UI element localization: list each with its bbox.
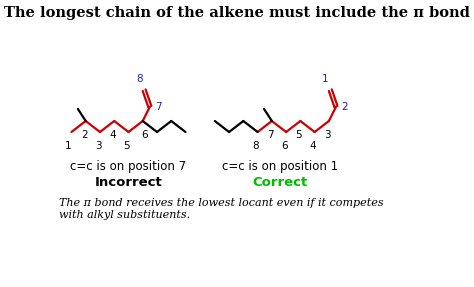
Text: 2: 2: [341, 102, 347, 112]
Text: The π bond receives the lowest locant even if it competes
with alkyl substituent: The π bond receives the lowest locant ev…: [59, 198, 383, 220]
Text: 6: 6: [281, 141, 288, 151]
Text: 5: 5: [295, 130, 302, 140]
Text: 3: 3: [95, 141, 102, 151]
Text: 8: 8: [253, 141, 259, 151]
Text: c=c is on position 1: c=c is on position 1: [222, 160, 338, 173]
Text: c=c is on position 7: c=c is on position 7: [71, 160, 187, 173]
Text: 3: 3: [324, 130, 331, 140]
Text: 4: 4: [109, 130, 116, 140]
Text: 6: 6: [141, 130, 147, 140]
Text: 7: 7: [267, 130, 273, 140]
Text: 1: 1: [322, 74, 329, 84]
Text: 1: 1: [65, 141, 72, 151]
Text: The longest chain of the alkene must include the π bond: The longest chain of the alkene must inc…: [4, 6, 470, 20]
Text: 5: 5: [124, 141, 130, 151]
Text: Incorrect: Incorrect: [95, 176, 163, 189]
Text: 2: 2: [81, 130, 87, 140]
Text: 4: 4: [310, 141, 316, 151]
Text: 8: 8: [136, 74, 143, 84]
Text: 7: 7: [155, 102, 161, 112]
Text: Correct: Correct: [252, 176, 308, 189]
